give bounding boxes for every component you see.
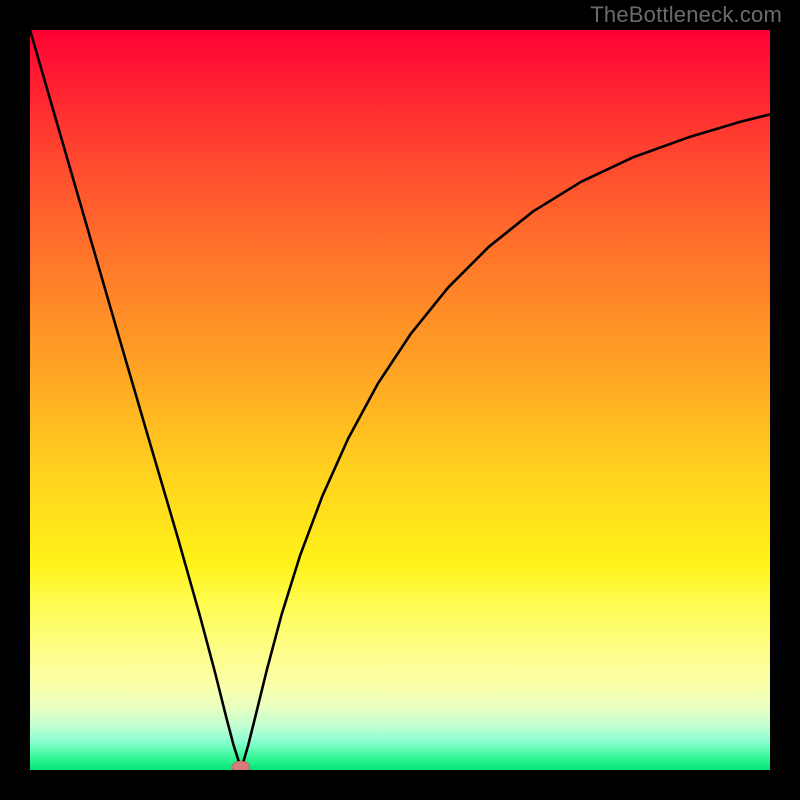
- watermark-text: TheBottleneck.com: [590, 2, 782, 28]
- chart-frame: TheBottleneck.com: [0, 0, 800, 800]
- bottleneck-chart: [30, 30, 770, 770]
- plot-background: [30, 30, 770, 770]
